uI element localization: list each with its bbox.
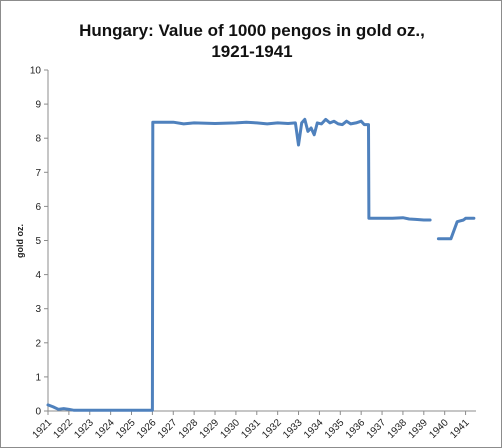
y-tick-label: 4 (35, 270, 41, 281)
x-tick-label: 1930 (219, 417, 243, 441)
plot-area (46, 117, 476, 412)
x-tick-label: 1939 (406, 417, 430, 441)
x-tick-label: 1936 (344, 417, 368, 441)
x-tick-label: 1926 (135, 417, 159, 441)
y-tick-label: 1 (35, 372, 41, 383)
y-tick-label: 10 (30, 66, 42, 77)
x-tick-label: 1932 (260, 417, 284, 441)
chart-title-line-1: Hungary: Value of 1000 pengos in gold oz… (79, 21, 425, 40)
x-tick-label: 1937 (365, 417, 389, 441)
x-tick-label: 1925 (114, 417, 138, 441)
x-tick-label: 1933 (281, 417, 305, 441)
chart-title-line-2: 1921-1941 (211, 42, 292, 61)
y-axis-label: gold oz. (15, 224, 25, 258)
x-tick-label: 1941 (448, 417, 472, 441)
x-tick-label: 1940 (427, 417, 451, 441)
x-tick-label: 1921 (31, 417, 55, 441)
y-tick-label: 7 (35, 168, 41, 179)
x-tick-label: 1931 (239, 417, 263, 441)
y-tick-label: 9 (35, 100, 41, 111)
x-tick-label: 1923 (72, 417, 96, 441)
y-tick-label: 0 (35, 407, 41, 418)
x-tick-label: 1934 (302, 417, 326, 441)
y-tick-label: 2 (35, 338, 41, 349)
series-line-segment (436, 216, 476, 241)
y-tick-label: 8 (35, 134, 41, 145)
x-tick-label: 1927 (156, 417, 180, 441)
y-tick-label: 5 (35, 236, 41, 247)
x-tick-label: 1928 (177, 417, 201, 441)
x-tick-label: 1922 (51, 417, 75, 441)
y-tick-label: 6 (35, 202, 41, 213)
y-tick-label: 3 (35, 304, 41, 315)
x-tick-label: 1924 (93, 417, 117, 441)
x-tick-label: 1935 (323, 417, 347, 441)
series-line-segment (46, 117, 432, 412)
x-tick-label: 1938 (386, 417, 410, 441)
x-tick-label: 1929 (198, 417, 222, 441)
